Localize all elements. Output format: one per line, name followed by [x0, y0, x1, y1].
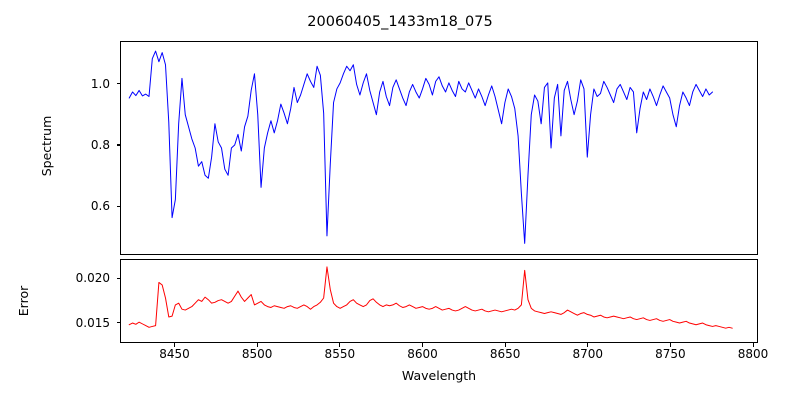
- x-tick-label: 8500: [241, 347, 273, 361]
- y-tick-mark: [116, 205, 120, 207]
- x-axis-label: Wavelength: [401, 368, 477, 383]
- x-tick-mark: [752, 343, 754, 347]
- x-tick-label: 8450: [159, 347, 190, 361]
- y-tick-mark: [116, 144, 120, 146]
- y-tick-label: 0.015: [75, 315, 110, 330]
- x-tick-mark: [339, 343, 341, 347]
- y-tick-label: 0.6: [90, 199, 110, 214]
- x-tick-mark: [504, 343, 506, 347]
- error-line: [128, 266, 733, 329]
- y-tick-label: 0.020: [75, 271, 110, 286]
- y-tick-label: 1.0: [90, 76, 110, 91]
- y-tick-mark: [116, 83, 120, 85]
- spectrum-line: [128, 50, 714, 244]
- page-title: 20060405_1433m18_075: [307, 14, 493, 30]
- x-tick-mark: [421, 343, 424, 347]
- x-tick-label: 8600: [407, 347, 438, 361]
- y-tick-mark: [116, 277, 120, 280]
- spectrum-plot-panel: [120, 41, 758, 255]
- x-tick-label: 8700: [572, 347, 604, 361]
- y-axis-label-spectrum: Spectrum: [39, 115, 54, 177]
- x-tick-mark: [174, 343, 176, 347]
- y-tick-label: 0.8: [90, 137, 110, 152]
- spectrum-series-svg: [128, 50, 714, 244]
- x-tick-label: 8800: [737, 347, 769, 361]
- x-tick-mark: [256, 343, 258, 347]
- error-plot-panel: [120, 259, 758, 343]
- error-series-svg: [128, 266, 733, 329]
- x-tick-label: 8650: [489, 347, 521, 361]
- y-tick-mark: [116, 322, 120, 324]
- x-tick-label: 8550: [324, 347, 356, 361]
- y-axis-label-error: Error: [16, 285, 31, 317]
- x-tick-mark: [587, 343, 589, 347]
- x-tick-mark: [669, 343, 671, 347]
- x-tick-label: 8750: [655, 347, 686, 361]
